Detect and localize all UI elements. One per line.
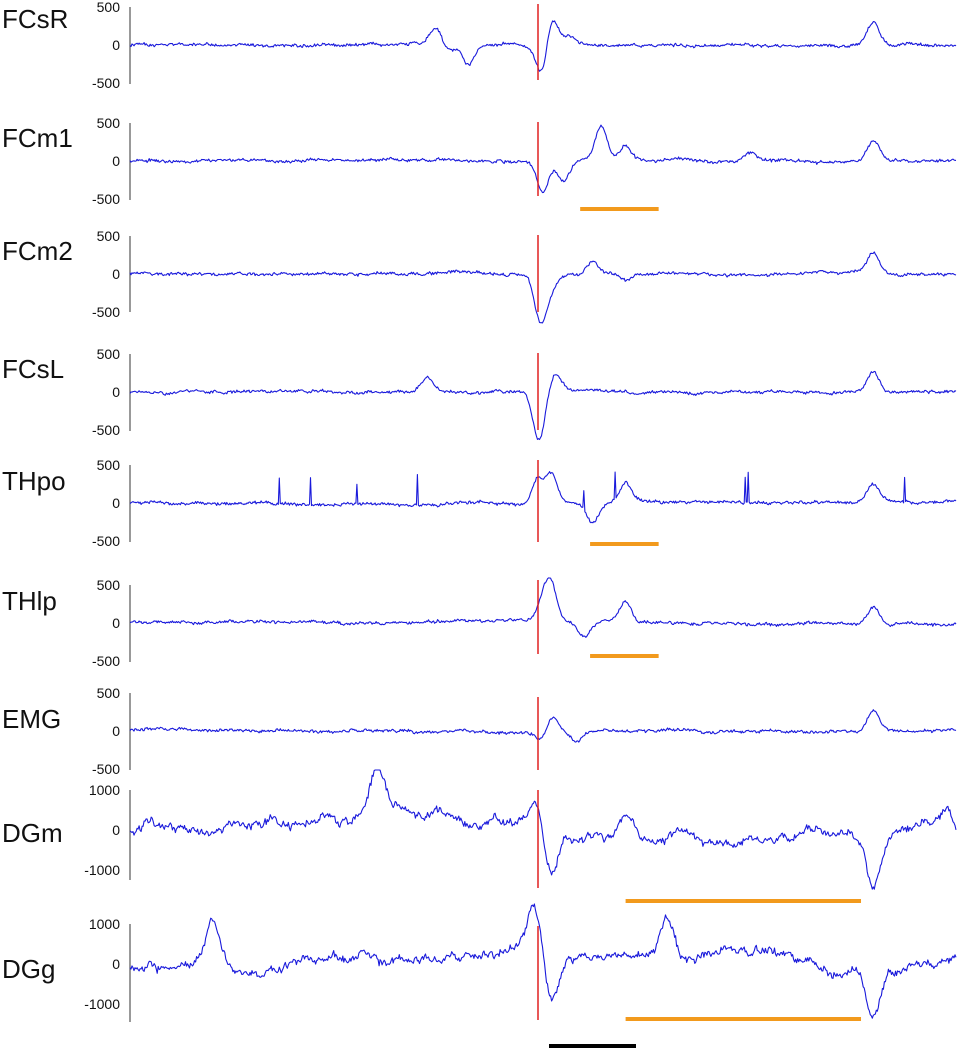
tick-label: 500 (97, 0, 121, 15)
tick-label: 0 (112, 723, 120, 739)
tick-label: 500 (97, 685, 121, 701)
channel-label: FCm1 (2, 123, 73, 153)
trace-line (129, 709, 957, 743)
channel-label: DGg (2, 954, 55, 984)
channel-fcm2: FCm2 500 0 -500 (2, 228, 957, 324)
tick-label: 0 (112, 384, 120, 400)
tick-label: -500 (92, 304, 120, 320)
channel-label: FCsR (2, 4, 68, 34)
tick-label: -1000 (84, 996, 120, 1012)
tick-label: 0 (112, 153, 120, 169)
tick-label: -500 (92, 761, 120, 777)
channel-fcm1: FCm1 500 0 -500 (2, 115, 957, 211)
channel-label: EMG (2, 704, 61, 734)
tick-label: -500 (92, 533, 120, 549)
channel-dgg: DGg 1000 0 -1000 (2, 903, 957, 1022)
trace-line (129, 577, 957, 638)
channel-fcsl: FCsL 500 0 -500 (2, 346, 957, 441)
tick-label: 0 (112, 822, 120, 838)
channel-fcsr: FCsR 500 0 -500 (2, 0, 957, 91)
channel-label: FCm2 (2, 236, 73, 266)
tick-label: 0 (112, 495, 120, 511)
trace-line (129, 124, 957, 194)
tick-label: -500 (92, 653, 120, 669)
channel-thpo: THpo 500 0 -500 (2, 457, 957, 549)
channel-label: THpo (2, 466, 66, 496)
tick-label: 500 (97, 346, 121, 362)
channel-label: DGm (2, 818, 63, 848)
tick-label: 500 (97, 228, 121, 244)
trace-line (129, 471, 957, 524)
trace-line (129, 20, 957, 72)
tick-label: 1000 (89, 782, 120, 798)
tick-label: 500 (97, 457, 121, 473)
tick-label: 0 (112, 37, 120, 53)
tick-label: 0 (112, 615, 120, 631)
tick-label: 500 (97, 577, 121, 593)
channel-emg: EMG 500 0 -500 (2, 685, 957, 777)
tick-label: 0 (112, 266, 120, 282)
tick-label: -500 (92, 191, 120, 207)
channel-label: THlp (2, 586, 57, 616)
tick-label: -500 (92, 422, 120, 438)
tick-label: 500 (97, 115, 121, 131)
tick-label: -500 (92, 75, 120, 91)
tick-label: 0 (112, 956, 120, 972)
trace-line (129, 370, 957, 441)
channel-thlp: THlp 500 0 -500 (2, 577, 957, 669)
channel-label: FCsL (2, 354, 64, 384)
trace-line (129, 769, 957, 890)
trace-line (129, 251, 957, 324)
trace-line (129, 903, 957, 1019)
channel-dgm: DGm 1000 0 -1000 (2, 769, 957, 903)
tick-label: -1000 (84, 862, 120, 878)
tick-label: 1000 (89, 916, 120, 932)
